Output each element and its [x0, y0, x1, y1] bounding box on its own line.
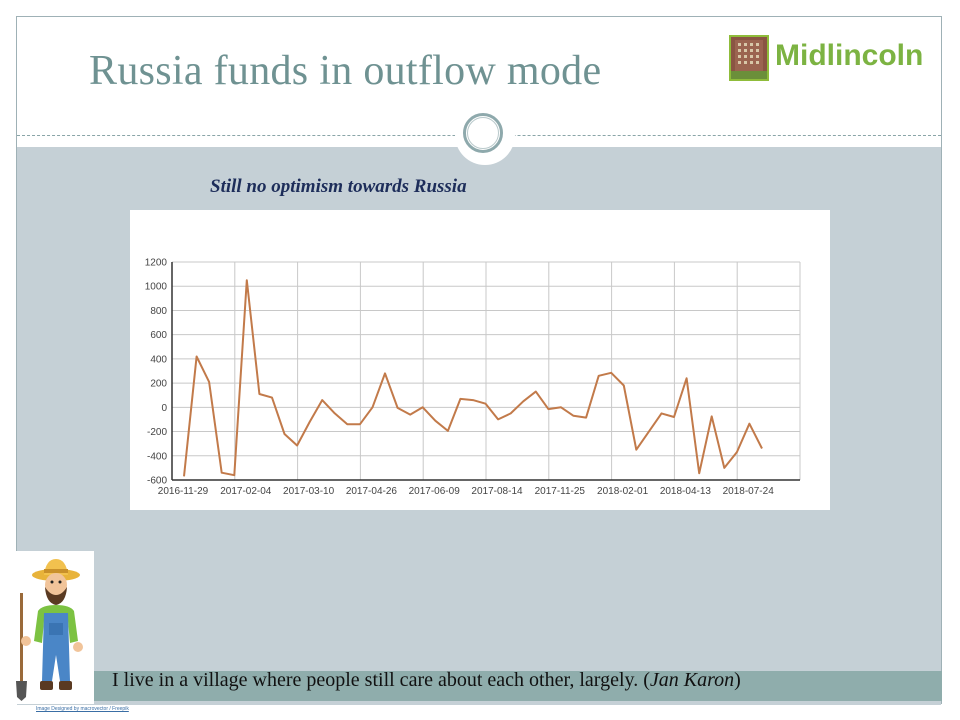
quote-text: I live in a village where people still c…: [112, 669, 650, 691]
y-tick-label: 1200: [145, 258, 168, 269]
quote: I live in a village where people still c…: [112, 669, 741, 692]
y-tick-label: 200: [150, 379, 167, 390]
image-credit-link[interactable]: Image Designed by macrovector / Freepik: [36, 706, 129, 712]
x-tick-label: 2018-04-13: [660, 486, 712, 497]
series-line: [183, 279, 763, 477]
y-tick-label: -200: [147, 427, 167, 438]
x-tick-label: 2016-11-29: [158, 486, 209, 497]
y-tick-label: -600: [147, 476, 167, 487]
x-tick-label: 2017-06-09: [409, 486, 461, 497]
chart-subtitle: Still no optimism towards Russia: [210, 176, 467, 197]
quote-bar: [94, 671, 942, 701]
y-tick-label: 400: [150, 354, 167, 365]
chart: -600 -400 -200 0 200 400 600 800 1000 1200 2016-11…: [130, 210, 830, 510]
company-logo: Midlincoln: [729, 35, 929, 83]
x-tick-label: 2017-08-14: [471, 486, 523, 497]
y-tick-label: 800: [150, 306, 167, 317]
x-tick-label: 2018-07-24: [723, 486, 775, 497]
x-tick-label: 2018-02-01: [597, 486, 649, 497]
farmer-illustration: [16, 551, 94, 704]
logo-text: Midlincoln: [775, 39, 924, 72]
x-tick-label: 2017-04-26: [346, 486, 398, 497]
page-title: Russia funds in outflow mode: [89, 48, 602, 94]
y-tick-label: 0: [161, 403, 167, 414]
y-tick-label: 600: [150, 330, 167, 341]
quote-author: Jan Karon: [649, 669, 735, 691]
quote-close: ): [734, 669, 741, 691]
building-icon: [729, 35, 769, 81]
x-tick-label: 2017-03-10: [283, 486, 335, 497]
x-tick-label: 2017-11-25: [535, 486, 586, 497]
x-tick-label: 2017-02-04: [220, 486, 272, 497]
y-tick-label: 1000: [145, 282, 168, 293]
line-chart-svg: -600 -400 -200 0 200 400 600 800 1000 1200 2016-11…: [145, 258, 801, 497]
ring-inner-icon: [467, 117, 499, 149]
y-tick-label: -400: [147, 451, 167, 462]
ring-icon: [463, 113, 503, 153]
